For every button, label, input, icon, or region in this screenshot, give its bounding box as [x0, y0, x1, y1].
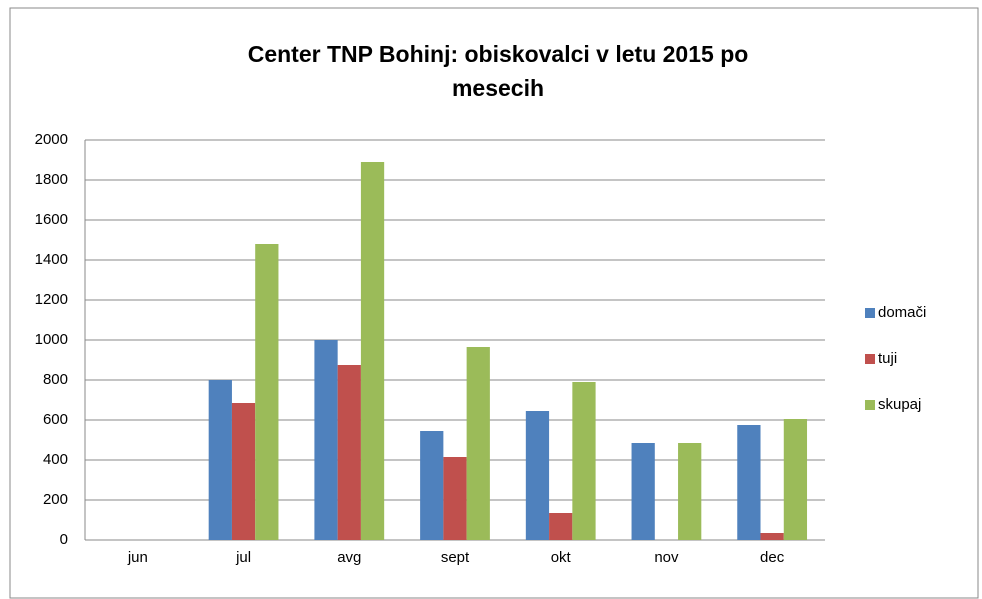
- legend-label: skupaj: [878, 396, 921, 413]
- y-tick-label: 1000: [35, 331, 68, 348]
- y-tick-label: 1800: [35, 171, 68, 188]
- bar: [337, 365, 361, 540]
- y-tick-label: 2000: [35, 131, 68, 148]
- legend-label: domači: [878, 304, 926, 321]
- legend-swatch: [865, 400, 875, 410]
- bar: [737, 425, 761, 540]
- x-tick-label: jun: [127, 549, 148, 566]
- x-tick-label: dec: [760, 549, 785, 566]
- y-tick-label: 1400: [35, 251, 68, 268]
- y-tick-label: 200: [43, 491, 68, 508]
- bar: [549, 513, 573, 540]
- y-tick-label: 800: [43, 371, 68, 388]
- y-tick-label: 1200: [35, 291, 68, 308]
- bar: [231, 403, 256, 540]
- x-tick-label: okt: [551, 549, 572, 566]
- legend-label: tuji: [878, 350, 897, 367]
- y-tick-label: 400: [43, 451, 68, 468]
- bar: [255, 244, 279, 540]
- chart-title: mesecih: [452, 75, 544, 101]
- bar: [631, 443, 655, 540]
- bar: [420, 431, 444, 540]
- bar: [360, 162, 385, 540]
- bar: [572, 382, 596, 540]
- bar: [525, 411, 550, 540]
- y-tick-label: 0: [60, 531, 68, 548]
- x-tick-label: nov: [654, 549, 679, 566]
- x-tick-label: sept: [441, 549, 470, 566]
- y-tick-label: 600: [43, 411, 68, 428]
- legend-swatch: [865, 354, 875, 364]
- bar: [314, 340, 338, 540]
- legend-swatch: [865, 308, 875, 318]
- bar: [208, 380, 232, 540]
- x-tick-label: avg: [337, 549, 361, 566]
- y-tick-label: 1600: [35, 211, 68, 228]
- bar: [760, 533, 784, 540]
- bar: [678, 443, 702, 540]
- x-tick-label: jul: [235, 549, 251, 566]
- chart-title: Center TNP Bohinj: obiskovalci v letu 20…: [248, 41, 749, 67]
- bar: [466, 347, 490, 540]
- bar: [443, 457, 467, 540]
- bar: [783, 419, 808, 540]
